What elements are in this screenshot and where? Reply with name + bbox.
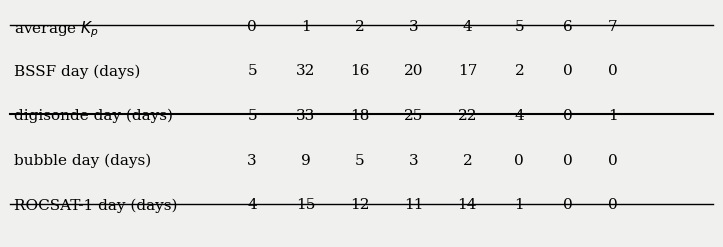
Text: 25: 25 — [404, 109, 423, 123]
Text: 2: 2 — [463, 154, 472, 168]
Text: 5: 5 — [515, 20, 524, 34]
Text: 15: 15 — [296, 198, 315, 212]
Text: 12: 12 — [350, 198, 369, 212]
Text: 2: 2 — [515, 64, 524, 78]
Text: 1: 1 — [608, 109, 617, 123]
Text: 20: 20 — [403, 64, 423, 78]
Text: BSSF day (days): BSSF day (days) — [14, 64, 140, 79]
Text: 2: 2 — [355, 20, 364, 34]
Text: 0: 0 — [563, 154, 573, 168]
Text: 4: 4 — [515, 109, 524, 123]
Text: 0: 0 — [563, 198, 573, 212]
Text: 9: 9 — [301, 154, 311, 168]
Text: 5: 5 — [355, 154, 364, 168]
Text: 1: 1 — [301, 20, 311, 34]
Text: 0: 0 — [563, 64, 573, 78]
Text: 0: 0 — [608, 64, 617, 78]
Text: 0: 0 — [563, 109, 573, 123]
Text: bubble day (days): bubble day (days) — [14, 154, 151, 168]
Text: 6: 6 — [563, 20, 573, 34]
Text: 1: 1 — [515, 198, 524, 212]
Text: 3: 3 — [247, 154, 257, 168]
Text: 17: 17 — [458, 64, 477, 78]
Text: 32: 32 — [296, 64, 315, 78]
Text: 18: 18 — [350, 109, 369, 123]
Text: 0: 0 — [608, 198, 617, 212]
Text: 11: 11 — [403, 198, 423, 212]
Text: 5: 5 — [247, 64, 257, 78]
Text: 0: 0 — [247, 20, 257, 34]
Text: 7: 7 — [608, 20, 617, 34]
Text: 16: 16 — [350, 64, 369, 78]
Text: 4: 4 — [247, 198, 257, 212]
Text: 4: 4 — [463, 20, 472, 34]
Text: 14: 14 — [458, 198, 477, 212]
Text: 3: 3 — [408, 154, 419, 168]
Text: 0: 0 — [515, 154, 524, 168]
Text: 5: 5 — [247, 109, 257, 123]
Text: digisonde day (days): digisonde day (days) — [14, 109, 173, 124]
Text: 33: 33 — [296, 109, 315, 123]
Text: 0: 0 — [608, 154, 617, 168]
Text: average $K_p$: average $K_p$ — [14, 20, 98, 40]
Text: 22: 22 — [458, 109, 477, 123]
Text: ROCSAT-1 day (days): ROCSAT-1 day (days) — [14, 198, 177, 213]
Text: 3: 3 — [408, 20, 419, 34]
